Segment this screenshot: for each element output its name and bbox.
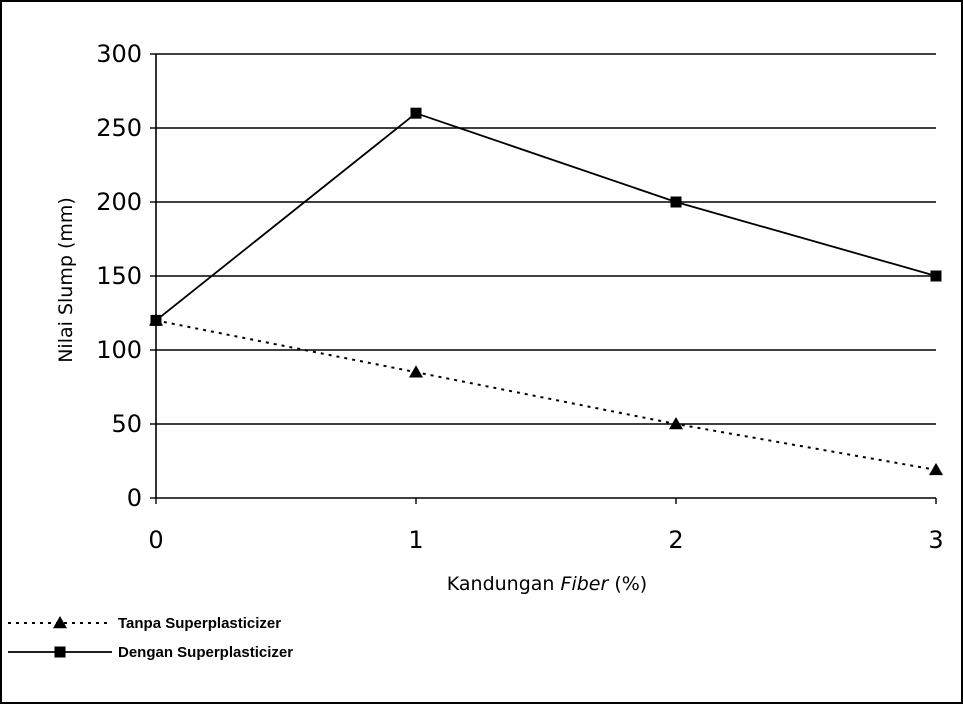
y-tick-label-300: 300 — [96, 40, 142, 68]
series-line-2 — [155, 112, 937, 322]
x-axis-title-main: Kandungan — [447, 573, 561, 595]
series-1-point-3 — [929, 462, 943, 476]
y-axis-title: Nilai Slump (mm) — [55, 197, 77, 363]
series-1-point-2 — [669, 417, 683, 430]
series-2-point-0 — [150, 314, 162, 326]
series-2-point-2 — [670, 196, 682, 208]
y-tick-label-200: 200 — [96, 188, 142, 216]
legend-label-2: Dengan Superplasticizer — [118, 644, 293, 661]
legend-label-1: Tanpa Superplasticizer — [118, 615, 281, 632]
y-tick-label-100: 100 — [96, 336, 142, 364]
series-line-1 — [155, 319, 937, 471]
y-tick-label-50: 50 — [111, 410, 142, 438]
series-group — [149, 107, 943, 476]
legend-marker-2 — [54, 646, 66, 658]
y-tick-label-150: 150 — [96, 262, 142, 290]
legend-marker-1 — [53, 616, 67, 629]
x-tick-label-3: 3 — [928, 526, 943, 554]
grid-lines — [156, 53, 936, 425]
x-tick-label-2: 2 — [668, 526, 683, 554]
legend: Tanpa Superplasticizer Dengan Superplasti… — [8, 615, 293, 661]
x-tick-label-1: 1 — [408, 526, 423, 554]
series-1-point-1 — [409, 365, 423, 378]
series-2-point-1 — [410, 107, 422, 119]
series-2-point-3 — [930, 270, 942, 282]
y-tick-label-250: 250 — [96, 114, 142, 142]
y-tick-label-0: 0 — [127, 484, 142, 512]
x-axis-title-italic: Fiber — [561, 573, 610, 595]
x-axis-title: Kandungan Fiber (%) — [447, 573, 647, 595]
tick-labels: 0 50 100 150 200 250 300 0 1 2 3 — [96, 40, 943, 554]
x-tick-label-0: 0 — [148, 526, 163, 554]
axes — [150, 53, 937, 504]
x-axis-title-tail: (%) — [608, 573, 647, 595]
